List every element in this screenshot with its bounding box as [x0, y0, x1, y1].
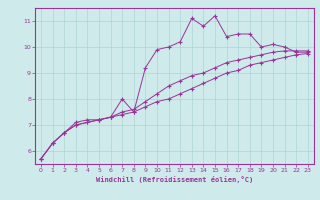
X-axis label: Windchill (Refroidissement éolien,°C): Windchill (Refroidissement éolien,°C) — [96, 176, 253, 183]
